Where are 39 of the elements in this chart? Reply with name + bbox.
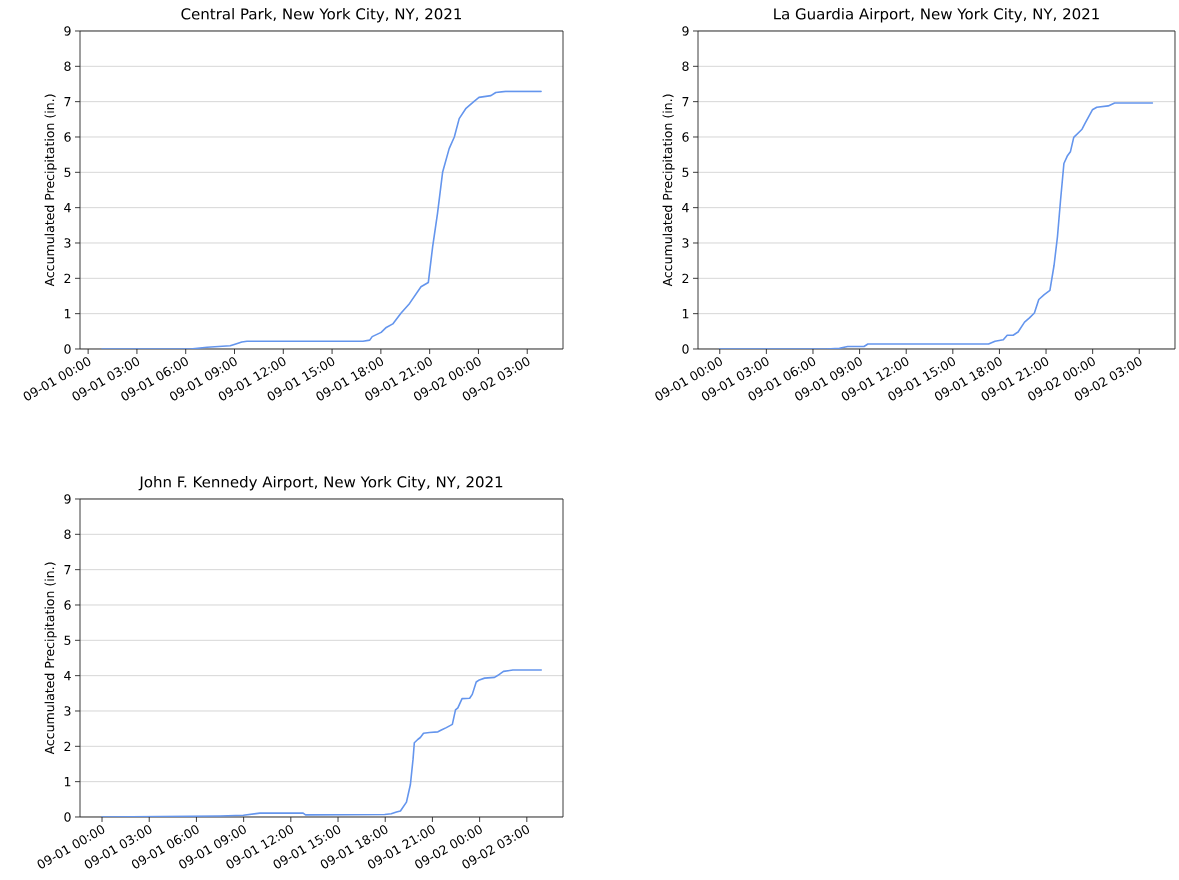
y-tick-label: 0 [64,812,71,822]
y-tick-label: 4 [682,203,689,213]
y-tick-label: 2 [64,741,71,751]
y-tick-label: 6 [64,600,71,610]
y-tick-label: 3 [682,238,689,248]
y-tick-label: 0 [682,344,689,354]
line-series [101,90,542,349]
line-series [101,669,543,817]
y-tick-label: 0 [64,344,71,354]
y-tick-label: 7 [64,97,71,107]
chart-title: John F. Kennedy Airport, New York City, NY, 2021 [138,475,503,491]
y-tick-label: 7 [682,97,689,107]
y-tick-label: 6 [682,132,689,142]
y-tick-label: 8 [64,61,71,72]
y-axis-title: Accumulated Precipitation (in.) [44,562,57,755]
y-tick-label: 4 [64,203,71,213]
y-tick-label: 3 [64,238,71,248]
y-tick-label: 2 [64,273,71,283]
y-tick-label: 9 [64,26,71,36]
y-tick-label: 4 [64,671,71,681]
y-axis-title: Accumulated Precipitation (in.) [44,94,57,287]
y-tick-label: 1 [64,309,71,319]
chart-title: Central Park, New York City, NY, 2021 [181,7,462,23]
y-tick-label: 1 [64,777,71,787]
y-tick-label: 8 [682,61,689,72]
y-tick-label: 5 [64,635,71,645]
y-tick-label: 5 [64,167,71,177]
y-tick-label: 9 [682,26,689,36]
y-axis-title: Accumulated Precipitation (in.) [662,94,675,287]
y-tick-label: 6 [64,132,71,142]
y-tick-label: 9 [64,494,71,504]
line-series [718,102,1154,349]
y-tick-label: 3 [64,706,71,716]
chart-title: La Guardia Airport, New York City, NY, 2021 [774,7,1099,23]
y-tick-label: 8 [64,529,71,540]
y-tick-label: 7 [64,565,71,575]
y-tick-label: 5 [682,167,689,177]
y-tick-label: 1 [682,309,689,319]
y-tick-label: 2 [682,273,689,283]
